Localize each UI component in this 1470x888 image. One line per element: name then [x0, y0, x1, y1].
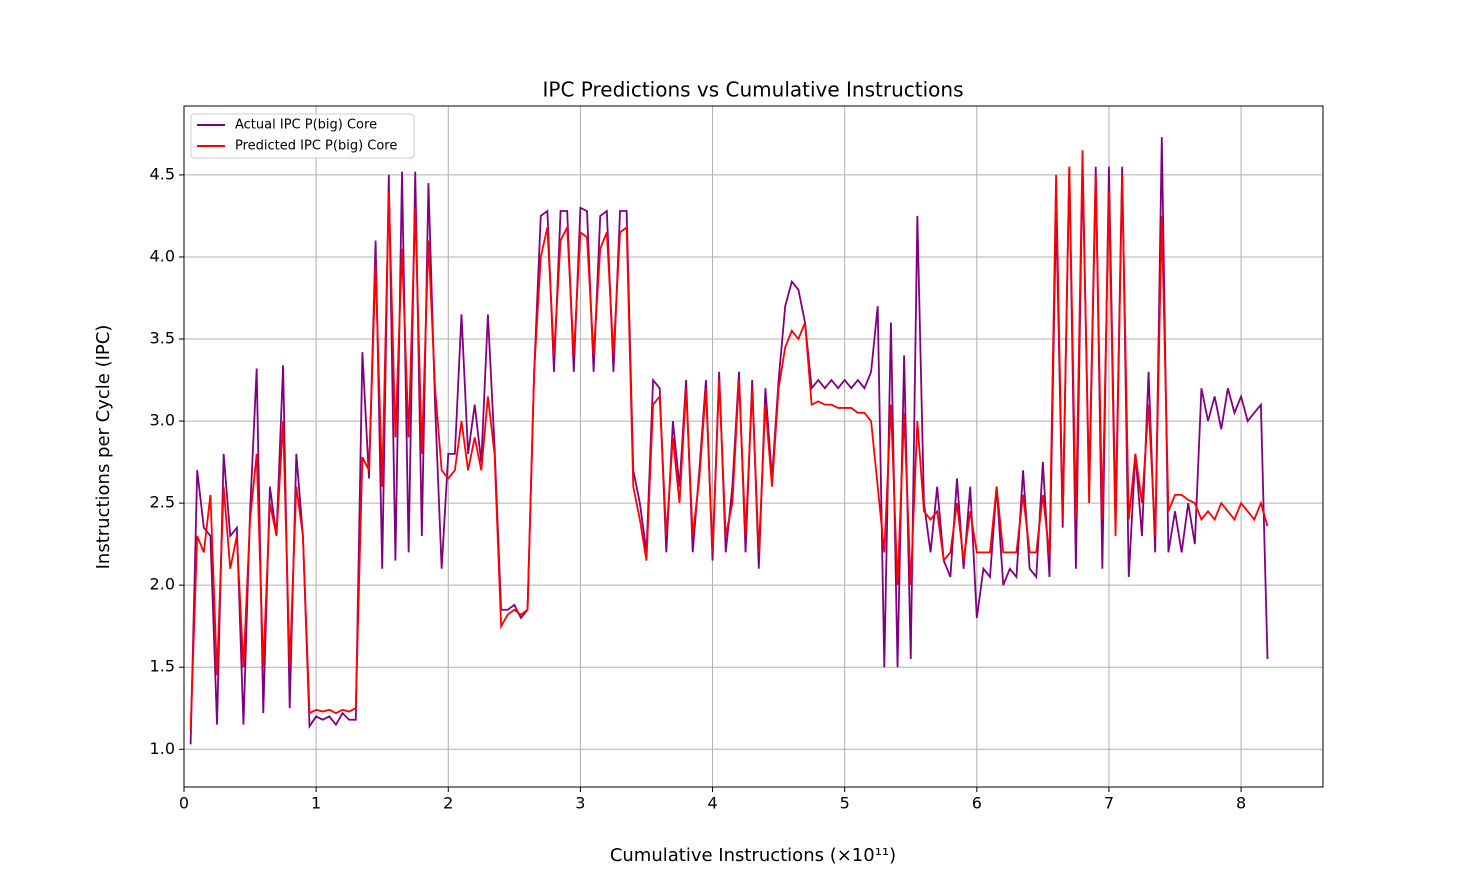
plot-frame [183, 105, 1324, 788]
x-tick-label: 7 [1104, 794, 1114, 813]
x-tick-label: 3 [575, 794, 585, 813]
y-tick-label: 1.0 [150, 739, 175, 758]
y-tick-label: 3.0 [150, 411, 175, 430]
y-tick-label: 2.0 [150, 575, 175, 594]
x-tick-label: 5 [840, 794, 850, 813]
x-tick-label: 6 [972, 794, 982, 813]
x-tick-label: 8 [1236, 794, 1246, 813]
y-tick-label: 3.5 [150, 329, 175, 348]
legend: Actual IPC P(big) Core Predicted IPC P(bi… [190, 113, 415, 159]
legend-label: Predicted IPC P(big) Core [235, 139, 397, 154]
legend-box [190, 113, 415, 159]
x-axis-label: Cumulative Instructions (×10¹¹) [610, 845, 896, 866]
y-tick-label: 1.5 [150, 657, 175, 676]
series-line [189, 150, 1269, 730]
series-line [189, 137, 1269, 745]
y-tick-label: 2.5 [150, 493, 175, 512]
y-axis-label: Instructions per Cycle (IPC) [93, 325, 114, 570]
x-tick-label: 4 [707, 794, 717, 813]
chart-title: IPC Predictions vs Cumulative Instructio… [543, 78, 964, 102]
legend-label: Actual IPC P(big) Core [235, 118, 377, 133]
x-tick-label: 1 [311, 794, 321, 813]
y-tick-label: 4.5 [150, 164, 175, 183]
y-tick-label: 4.0 [150, 246, 175, 265]
x-tick-label: 0 [179, 794, 189, 813]
x-tick-label: 2 [443, 794, 453, 813]
